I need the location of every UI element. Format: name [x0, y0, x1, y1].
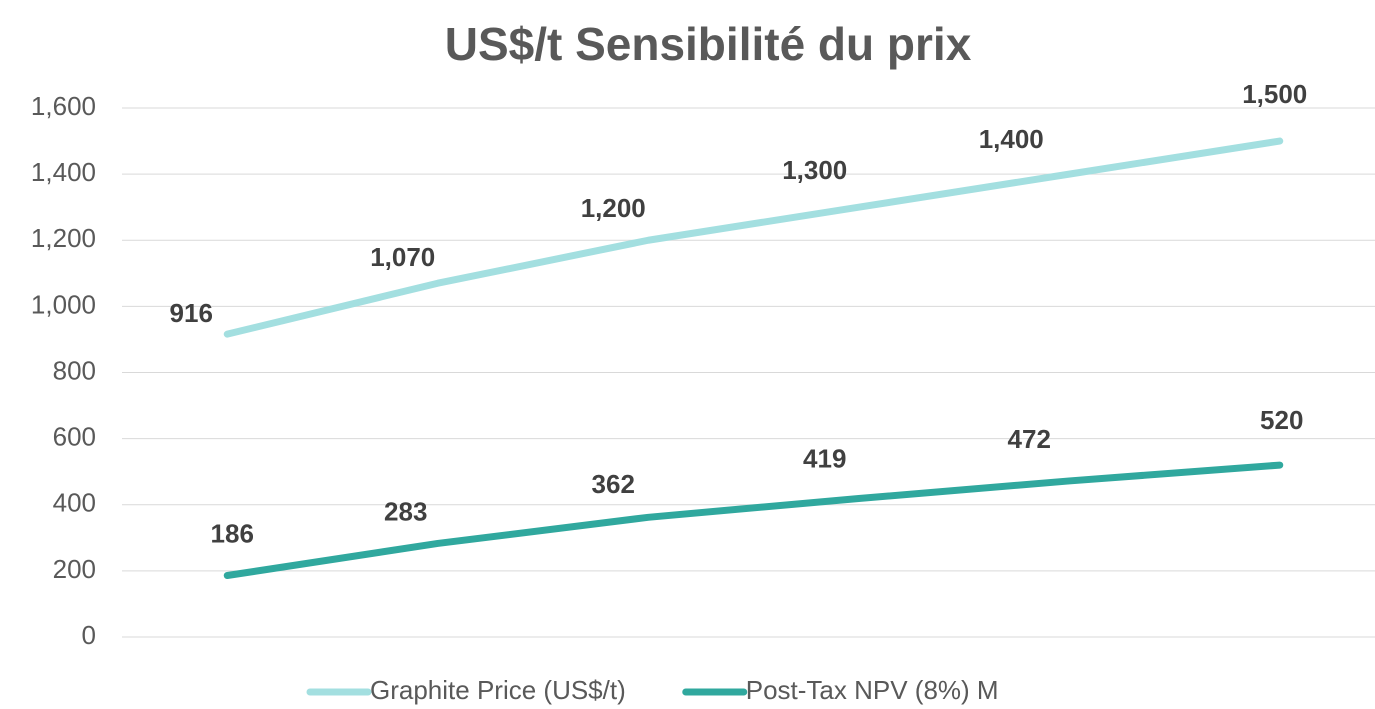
- data-label: 1,500: [1242, 79, 1307, 109]
- y-tick-label: 400: [53, 488, 96, 518]
- data-label: 520: [1260, 405, 1303, 435]
- data-label: 362: [592, 469, 635, 499]
- data-label: 1,300: [782, 155, 847, 185]
- y-tick-label: 0: [82, 620, 96, 650]
- data-label: 1,200: [581, 193, 646, 223]
- y-tick-label: 1,000: [31, 289, 96, 319]
- legend-label: Graphite Price (US$/t): [370, 675, 626, 705]
- y-tick-label: 600: [53, 422, 96, 452]
- data-label: 283: [384, 496, 427, 526]
- data-label: 419: [803, 443, 846, 473]
- line: [223, 461, 1284, 580]
- data-label: 186: [211, 518, 254, 548]
- y-tick-label: 1,200: [31, 223, 96, 253]
- chart-title: US$/t Sensibilité du prix: [445, 18, 972, 70]
- y-tick-label: 800: [53, 355, 96, 385]
- data-label: 1,070: [370, 242, 435, 272]
- data-label: 472: [1008, 424, 1051, 454]
- data-label: 1,400: [979, 124, 1044, 154]
- legend-label: Post-Tax NPV (8%) M: [746, 675, 999, 705]
- y-tick-label: 1,600: [31, 91, 96, 121]
- y-tick-label: 200: [53, 554, 96, 584]
- y-tick-label: 1,400: [31, 157, 96, 187]
- line: [223, 137, 1284, 338]
- data-label: 916: [170, 298, 213, 328]
